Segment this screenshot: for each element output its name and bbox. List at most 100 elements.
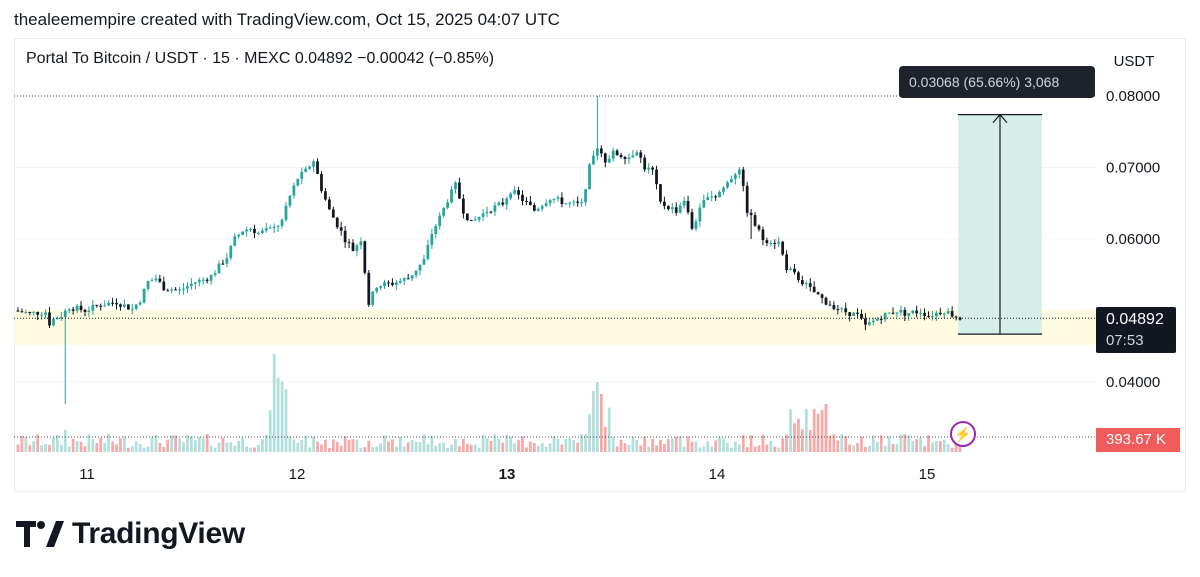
- candle-body: [655, 169, 658, 185]
- candle-body: [111, 302, 114, 304]
- volume-bar: [71, 438, 75, 452]
- volume-bar: [229, 442, 233, 452]
- volume-bar: [931, 442, 934, 452]
- price-tick-label: 0.04000: [1106, 374, 1160, 391]
- candle-body: [52, 318, 55, 326]
- volume-bar: [280, 381, 284, 452]
- candle-body: [387, 282, 390, 284]
- candle-body: [410, 275, 414, 279]
- last-price-value: 0.04892: [1106, 311, 1164, 328]
- volume-bar: [505, 434, 509, 452]
- volume-bar: [923, 446, 926, 452]
- volume-bar: [938, 441, 942, 452]
- candle-body: [749, 212, 753, 216]
- time-tick-label: 12: [289, 466, 306, 483]
- candle-body: [56, 318, 59, 320]
- candle-body: [635, 152, 639, 156]
- candle-body: [217, 263, 221, 274]
- volume-bar: [237, 440, 241, 452]
- candle-body: [477, 217, 481, 220]
- candle-body: [24, 312, 28, 314]
- candle-body: [339, 227, 343, 231]
- volume-bar: [934, 440, 938, 452]
- volume-bar: [674, 436, 678, 452]
- candle-body: [836, 309, 840, 311]
- volume-bar: [335, 441, 339, 452]
- candle-body: [335, 217, 339, 228]
- volume-bar: [844, 436, 848, 452]
- lightning-icon[interactable]: ⚡: [950, 421, 976, 447]
- candle-body: [875, 318, 879, 321]
- candle-body: [469, 220, 473, 222]
- volume-bar: [28, 444, 32, 452]
- candle-body: [753, 215, 757, 226]
- candle-body: [493, 205, 497, 212]
- volume-bar: [800, 429, 804, 452]
- volume-bar: [942, 439, 946, 452]
- candle-body: [726, 182, 729, 188]
- candle-body: [190, 283, 193, 287]
- candle-body: [702, 200, 706, 208]
- volume-bar: [603, 426, 607, 452]
- candle-body: [812, 286, 816, 293]
- candle-body: [548, 199, 552, 204]
- volume-bar: [142, 447, 146, 452]
- candle-body: [659, 184, 662, 202]
- candle-body: [260, 230, 264, 234]
- candle-body: [174, 289, 178, 291]
- volume-bar: [458, 446, 461, 452]
- volume-bar: [808, 430, 812, 452]
- candle-body: [201, 279, 205, 281]
- candle-body: [355, 245, 359, 251]
- candle-body: [682, 201, 686, 206]
- volume-bar: [414, 441, 418, 452]
- volume-bar: [288, 436, 292, 452]
- candle-body: [785, 254, 788, 271]
- candle-body: [824, 297, 828, 305]
- symbol-line[interactable]: Portal To Bitcoin / USDT · 15 · MEXC 0.0…: [26, 50, 495, 67]
- candle-body: [83, 309, 87, 313]
- volume-bar: [398, 437, 402, 452]
- volume-bar: [702, 446, 706, 452]
- candle-body: [237, 234, 241, 237]
- price-axis[interactable]: 0.08000 0.07000 0.06000 0.04000: [1106, 88, 1160, 391]
- candles: [16, 96, 962, 405]
- candle-body: [942, 313, 946, 315]
- time-axis[interactable]: 11 12 13 14 15: [79, 466, 935, 483]
- volume-bar: [856, 443, 859, 452]
- volume-bar: [761, 434, 765, 452]
- measure-arrow[interactable]: [958, 113, 1042, 335]
- volume-bar: [895, 444, 899, 452]
- candle-body: [422, 259, 426, 265]
- candle-body: [911, 310, 915, 314]
- candle-body: [257, 233, 260, 235]
- candle-body: [903, 309, 907, 316]
- volume-bar: [95, 442, 99, 452]
- volume-bar: [205, 434, 209, 452]
- volume-bar: [631, 436, 635, 452]
- candle-body: [556, 197, 560, 199]
- volume-bar: [99, 437, 103, 452]
- last-price-tag: 0.04892 07:53: [1096, 307, 1176, 353]
- volume-bar: [24, 437, 28, 452]
- candle-body: [178, 289, 181, 291]
- volume-bar: [639, 445, 643, 452]
- volume-bar: [304, 435, 308, 452]
- volume-bar: [347, 440, 351, 452]
- volume-bar: [659, 439, 662, 452]
- candle-body: [765, 240, 769, 244]
- candle-body: [233, 236, 237, 246]
- volume-bar: [655, 445, 658, 452]
- candle-body: [371, 291, 375, 305]
- candle-body: [536, 208, 540, 211]
- currency-label[interactable]: USDT: [1100, 50, 1168, 74]
- volume-bar: [958, 446, 962, 452]
- candle-body: [44, 312, 47, 315]
- candle-body: [915, 310, 919, 314]
- volume-bar: [87, 434, 91, 452]
- volume-bar: [615, 446, 619, 452]
- candle-body: [686, 201, 690, 213]
- candle-body: [394, 282, 398, 285]
- candle-body: [253, 228, 256, 234]
